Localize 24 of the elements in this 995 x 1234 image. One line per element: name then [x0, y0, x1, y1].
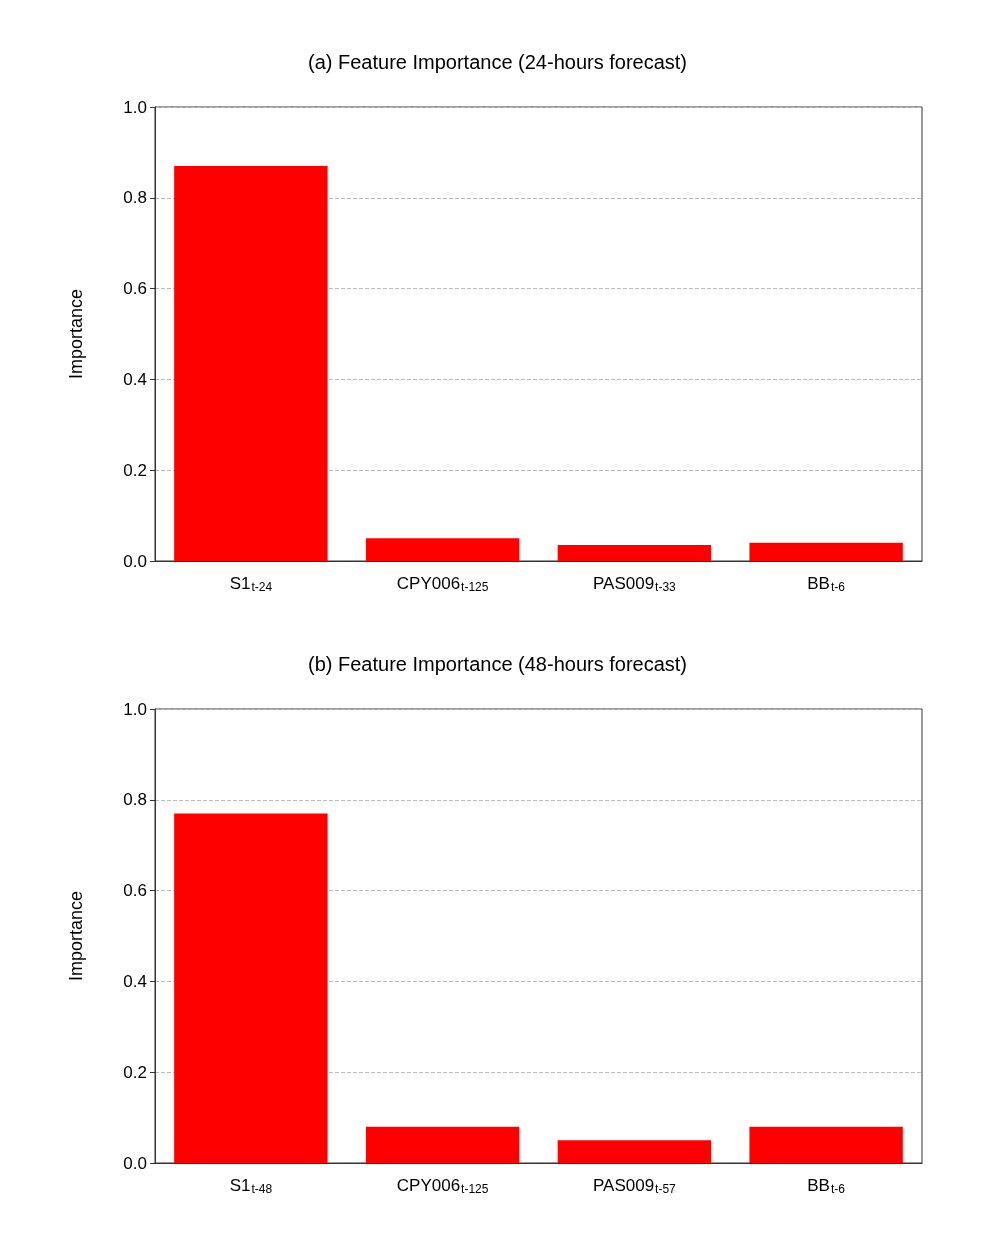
y-tick-label: 0.4 — [123, 971, 147, 991]
bar — [557, 545, 712, 561]
y-tick-label: 0.0 — [123, 1153, 147, 1173]
y-tick-label: 0.8 — [123, 188, 147, 208]
y-tick-label: 0.6 — [123, 279, 147, 299]
y-tick-label: 0.6 — [123, 881, 147, 901]
y-tick-label: 0.2 — [123, 1062, 147, 1082]
y-axis-title: Importance — [66, 288, 86, 380]
chart-title: (a) Feature Importance (24-hours forecast) — [307, 51, 688, 73]
bar — [174, 813, 328, 1163]
bar — [749, 542, 903, 561]
y-axis-title: Importance — [66, 890, 86, 982]
bar — [557, 1140, 712, 1163]
y-tick-label: 1.0 — [123, 699, 147, 719]
bar — [174, 166, 328, 561]
bar — [749, 1126, 903, 1163]
bar — [365, 1126, 520, 1163]
y-tick-label: 0.2 — [123, 460, 147, 480]
bar — [365, 538, 520, 561]
chart-title: (b) Feature Importance (48-hours forecast) — [307, 653, 688, 675]
y-tick-label: 0.4 — [123, 369, 147, 389]
y-tick-label: 1.0 — [123, 97, 147, 117]
y-tick-label: 0.0 — [123, 551, 147, 571]
y-tick-label: 0.8 — [123, 790, 147, 810]
